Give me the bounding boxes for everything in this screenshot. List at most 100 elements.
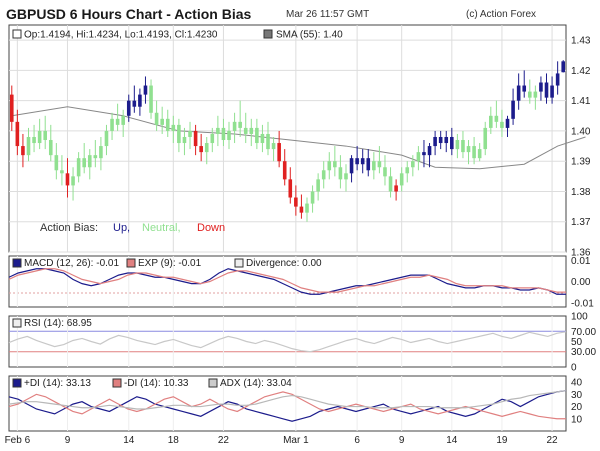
bar-body (76, 158, 81, 177)
bar-body (450, 136, 454, 150)
rsi-levels (9, 330, 566, 353)
bar-body (288, 179, 293, 198)
price-panel: 1.43 1.42 1.41 1.40 1.39 1.38 1.37 1.36 Op:1.41… (8, 24, 591, 259)
price-bar (360, 149, 365, 174)
bar-body (255, 127, 259, 144)
price-bar (165, 109, 170, 137)
bar-body (422, 152, 426, 156)
timestamp: Mar 26 11:57 GMT (286, 9, 370, 20)
price-bar (282, 149, 287, 186)
price-bar (450, 127, 454, 156)
price-bar (294, 185, 298, 216)
bar-body (221, 127, 226, 141)
price-bar (461, 130, 465, 159)
bar-body (461, 140, 465, 153)
price-bar (455, 133, 460, 159)
price-bar (277, 130, 281, 168)
bar-body (26, 136, 31, 156)
bar-body (227, 130, 231, 141)
price-bar (26, 127, 31, 162)
bar-body (438, 136, 443, 144)
bar-body (199, 146, 203, 153)
price-bar (216, 115, 220, 147)
price-bar (544, 73, 549, 104)
bar-body (377, 161, 382, 168)
price-bar (416, 146, 421, 171)
price-bar (99, 136, 103, 171)
dmi-lines (8, 376, 567, 431)
price-bar (177, 118, 181, 153)
bar-body (93, 155, 98, 159)
price-bar (48, 124, 53, 162)
price-bar (221, 118, 226, 147)
price-bar (477, 143, 482, 162)
x-tick-label: 22 (547, 435, 559, 446)
price-bar (522, 70, 527, 98)
price-bar (310, 185, 315, 213)
bar-body (21, 146, 25, 156)
price-bar (344, 164, 348, 192)
bar-body (249, 127, 254, 134)
exp-legend-swatch (126, 258, 136, 268)
bar-body (126, 100, 131, 116)
bar-body (243, 127, 248, 134)
price-bar (355, 146, 359, 171)
price-bar (555, 61, 560, 95)
rsi-legend: RSI (14): 68.95 (24, 318, 92, 329)
bar-body (305, 203, 309, 213)
pdi-legend: +DI (14): 33.13 (24, 378, 91, 389)
price-bar (188, 121, 192, 150)
price-bar (87, 149, 92, 180)
price-bar (227, 121, 231, 150)
indicator-series (8, 390, 567, 410)
price-bar (349, 155, 354, 183)
price-bar (71, 167, 75, 201)
price-bar (388, 167, 393, 198)
bar-body (366, 158, 371, 171)
price-bar (149, 79, 153, 119)
bar-body (338, 167, 343, 180)
x-tick-label: 14 (446, 435, 458, 446)
price-bar (377, 146, 382, 174)
bar-body (416, 152, 421, 162)
bar-body (433, 136, 437, 147)
price-bar (394, 179, 398, 201)
divergence-legend-swatch (234, 258, 244, 268)
price-bar (32, 124, 36, 153)
price-bar (438, 130, 443, 150)
bar-body (216, 127, 220, 134)
bar-body (527, 91, 532, 98)
price-bar (489, 106, 493, 134)
bar-body (405, 167, 410, 174)
x-tick-label: Mar 1 (283, 435, 309, 446)
price-bar (433, 130, 437, 156)
price-bar (561, 60, 566, 73)
pdi-legend-swatch (12, 378, 22, 388)
macd-panel: 0.01 0.00 -0.01 MACD (12, 26): -0.01 EXP (… (8, 255, 594, 309)
bar-body (177, 124, 181, 144)
price-bar (383, 155, 387, 186)
bar-body (138, 94, 142, 107)
rsi-legend-swatch (12, 318, 22, 328)
bar-body (383, 167, 387, 177)
macd-lines (8, 256, 566, 307)
price-bar (327, 152, 332, 180)
price-bar (249, 118, 254, 147)
copyright: (c) Action Forex (466, 9, 537, 20)
bar-body (294, 197, 298, 207)
bar-body (500, 121, 504, 128)
bias-up-label: Up, (113, 222, 130, 234)
price-bar (527, 79, 532, 104)
bar-body (82, 158, 86, 168)
bar-body (15, 121, 20, 147)
bar-body (132, 100, 137, 107)
panel-y-tick: 0.01 (571, 256, 591, 267)
price-bar (232, 112, 237, 144)
bar-body (71, 176, 75, 186)
indicator-series (8, 331, 567, 353)
price-bar (321, 161, 326, 189)
price-bar (550, 76, 554, 104)
bar-body (32, 136, 36, 144)
x-tick-label: 22 (218, 435, 230, 446)
